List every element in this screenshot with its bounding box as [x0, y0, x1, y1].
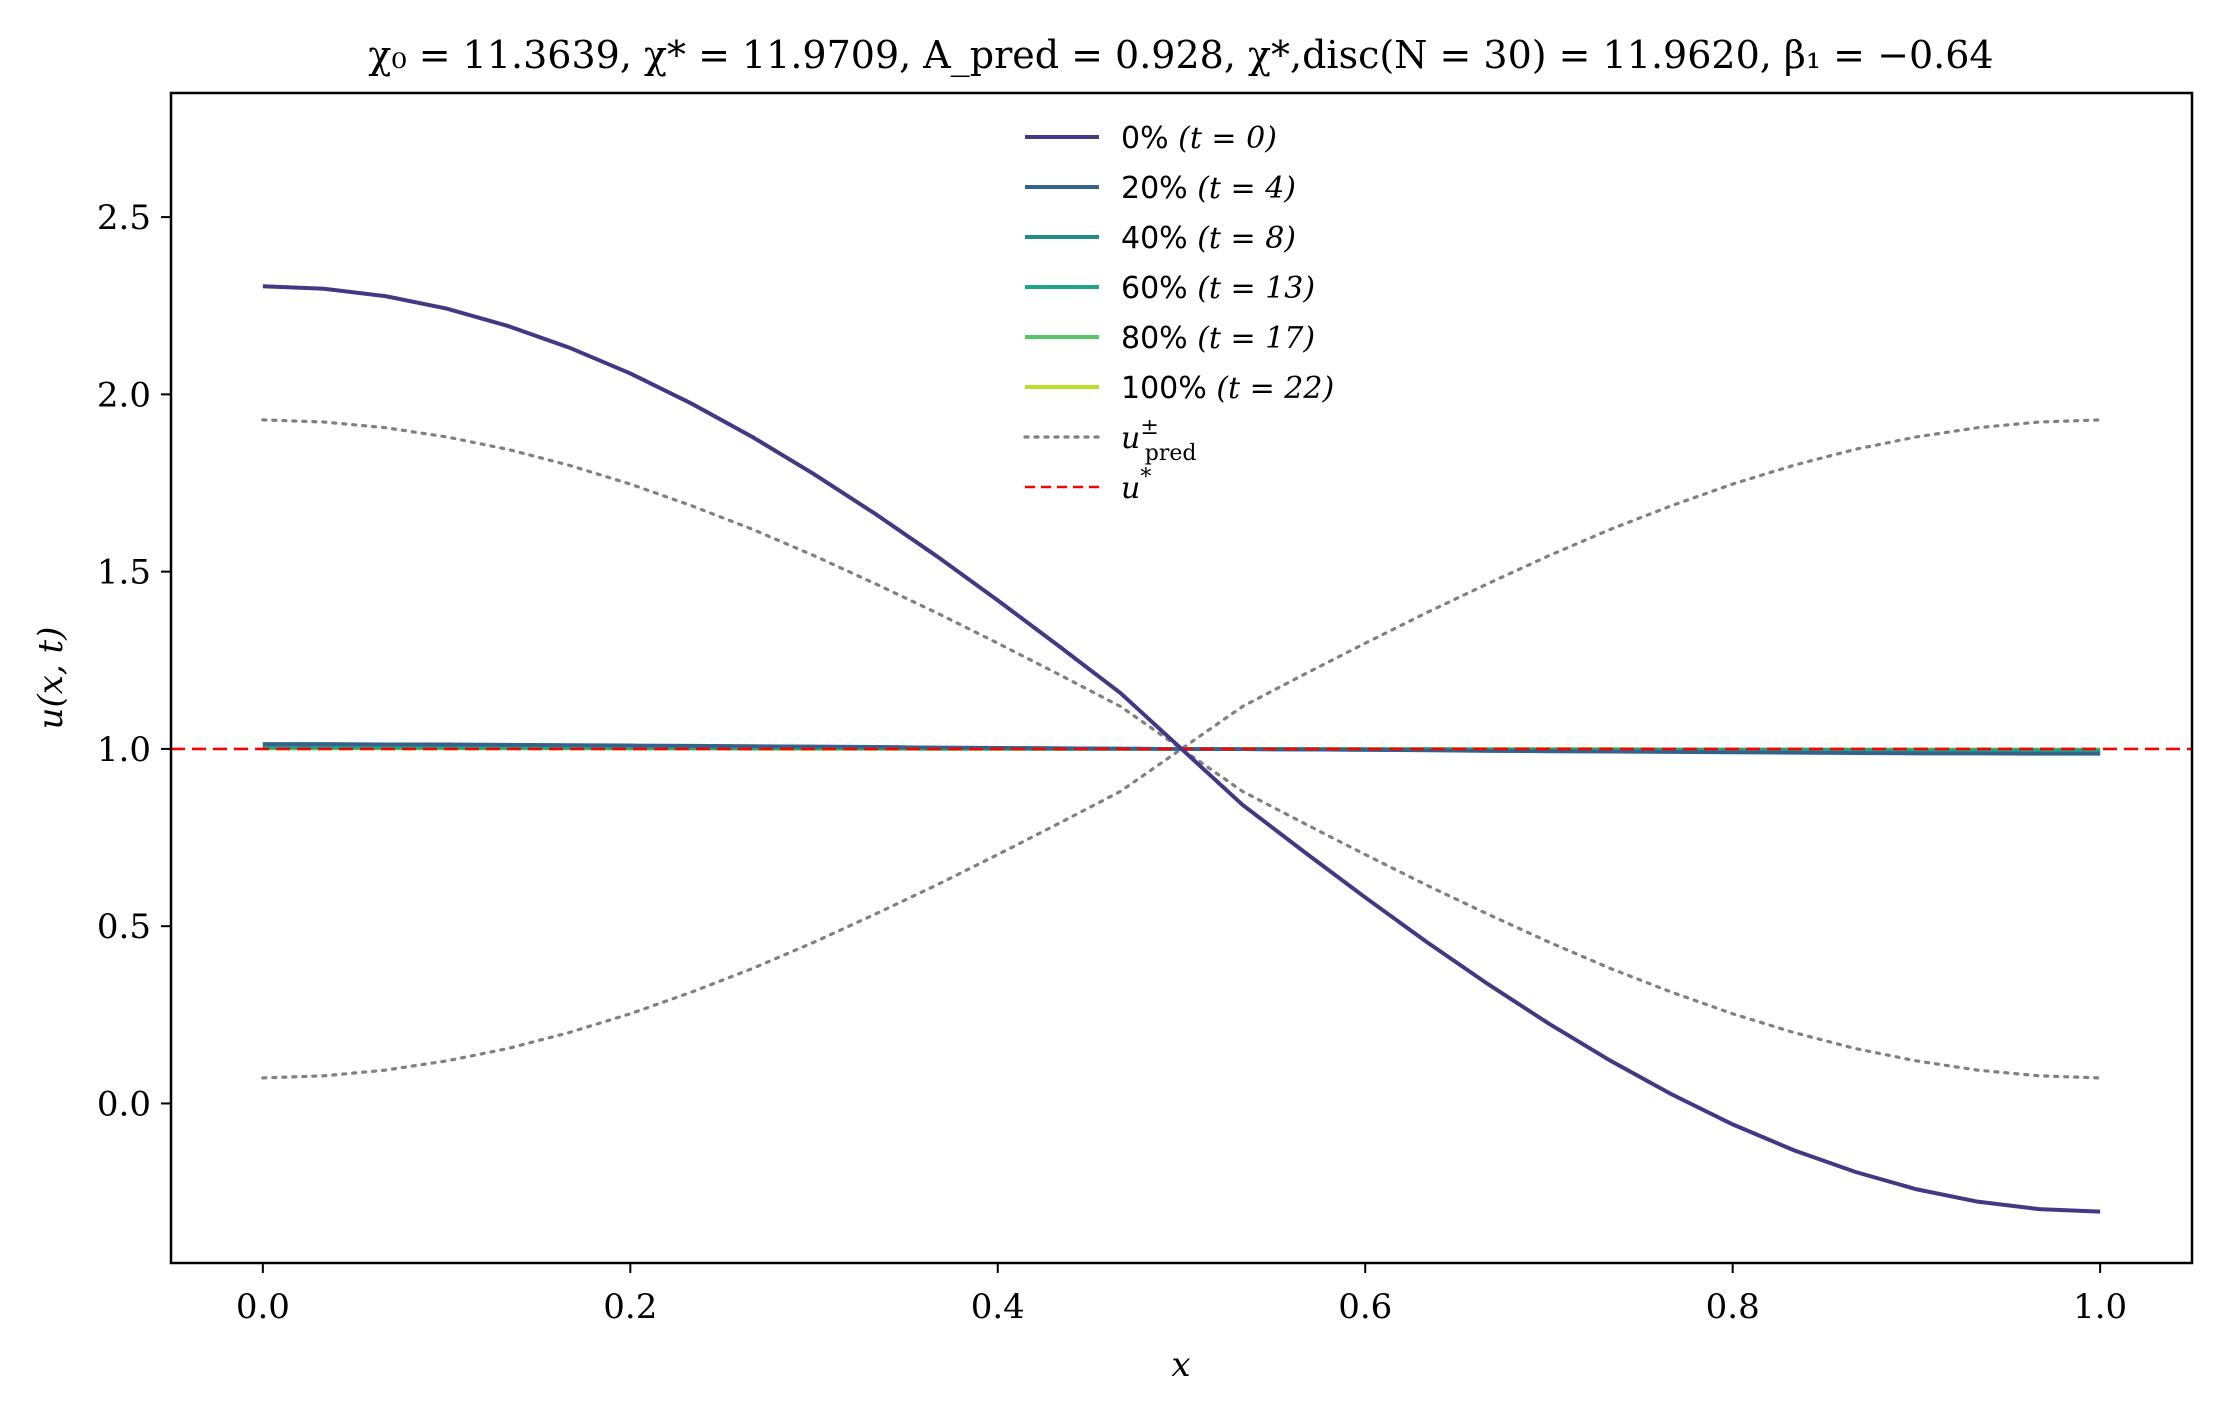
- legend-label: 0% (t = 0): [1121, 121, 1277, 156]
- series-line-0pct: [262, 284, 2101, 1214]
- series-layer: [171, 284, 2192, 1214]
- legend-label: 40% (t = 8): [1121, 221, 1296, 256]
- x-tick-label: 1.0: [2073, 1287, 2127, 1327]
- y-tick-label: 2.5: [97, 198, 151, 238]
- y-tick-label: 2.0: [97, 375, 151, 415]
- x-tick-label: 0.0: [236, 1287, 290, 1327]
- axes-frame: [169, 91, 2194, 1265]
- legend-label: u± pred: [1121, 415, 1196, 466]
- series-line-u-pred-minus: [261, 418, 2102, 1080]
- legend-label: 100% (t = 22): [1121, 371, 1334, 406]
- y-tick-label: 1.0: [97, 730, 151, 770]
- y-tick-label: 1.5: [97, 553, 151, 593]
- y-axis-label: u(x, t): [31, 627, 71, 730]
- y-tick-label: 0.5: [97, 907, 151, 947]
- x-tick-label: 0.2: [603, 1287, 657, 1327]
- x-axis-label: x: [1171, 1345, 1190, 1385]
- chart-title: χ₀ = 11.3639, χ* = 11.9709, A_pred = 0.9…: [368, 33, 1993, 78]
- legend-label: u*: [1121, 465, 1151, 506]
- legend-label: 20% (t = 4): [1121, 171, 1296, 206]
- legend: 0% (t = 0) 20% (t = 4) 40% (t = 8) 60% (t =…: [1023, 121, 1334, 506]
- y-axis-ticks: 0.0 0.5 1.0 1.5 2.0 2.5: [97, 198, 171, 1124]
- y-tick-label: 0.0: [97, 1084, 151, 1124]
- x-tick-label: 0.8: [1706, 1287, 1760, 1327]
- legend-label: 60% (t = 13): [1121, 271, 1315, 306]
- x-tick-label: 0.4: [971, 1287, 1025, 1327]
- x-axis-ticks: 0.0 0.2 0.4 0.6 0.8 1.0: [236, 1263, 2127, 1327]
- legend-label: 80% (t = 17): [1121, 321, 1315, 356]
- x-tick-label: 0.6: [1338, 1287, 1392, 1327]
- series-line-u-pred-plus: [261, 418, 2102, 1080]
